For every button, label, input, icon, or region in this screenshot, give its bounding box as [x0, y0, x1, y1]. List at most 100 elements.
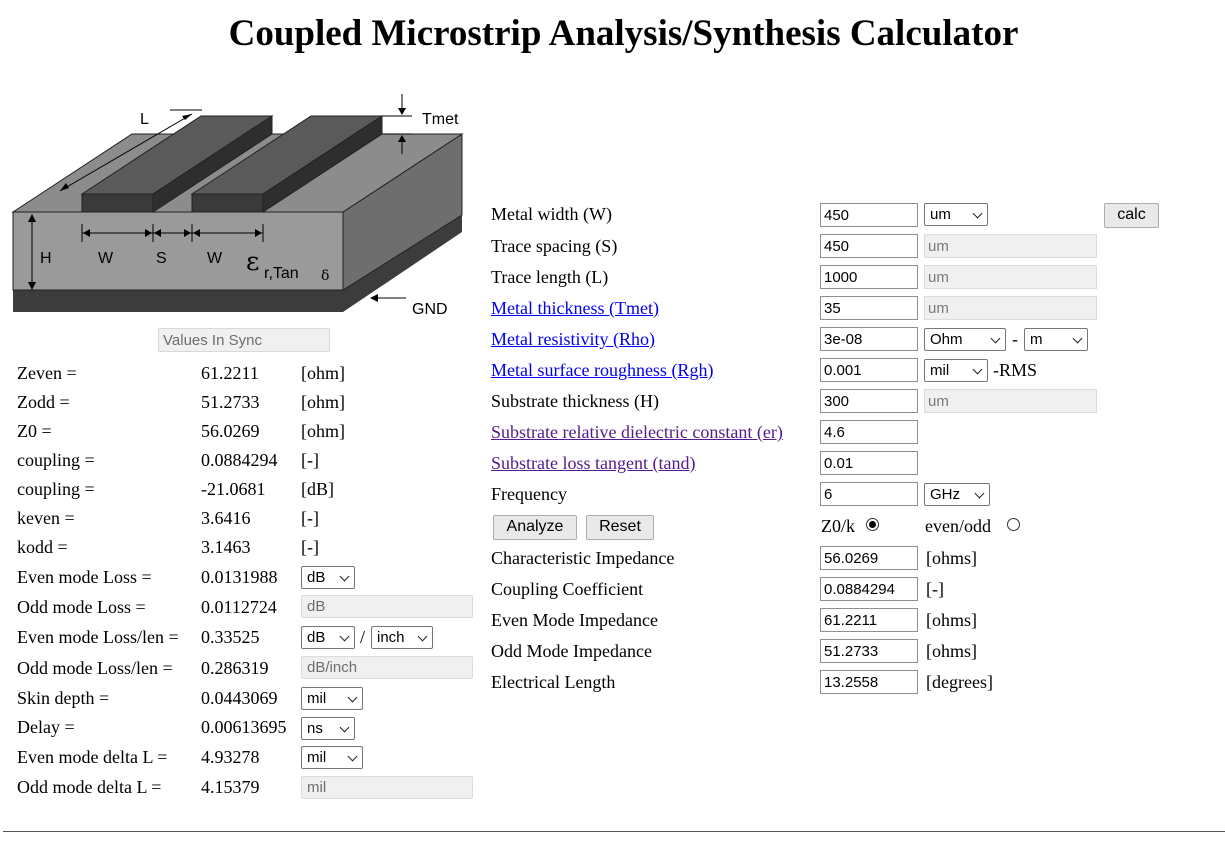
z0-unit: [ohms]: [926, 548, 977, 568]
calc-button[interactable]: calc: [1104, 203, 1159, 228]
result-value: 3.1463: [201, 537, 251, 557]
even-loss-len-length-select[interactable]: inch: [371, 626, 433, 649]
rough-link[interactable]: Metal surface roughness (Rgh): [491, 360, 714, 380]
delay-unit-select[interactable]: ns: [301, 717, 355, 740]
tmet-unit: um: [924, 296, 1097, 320]
elen-input[interactable]: 13.2558: [820, 670, 918, 694]
chevron-down-icon: [972, 364, 983, 375]
odd-loss-len-unit-select: dB/inch: [301, 656, 473, 679]
er-input[interactable]: 4.6: [820, 420, 918, 444]
chevron-down-icon: [339, 631, 350, 642]
result-value: 61.2211: [201, 363, 259, 383]
result-label: keven =: [17, 508, 75, 528]
skin-depth-unit-select[interactable]: mil: [301, 687, 363, 710]
even-loss-unit-select[interactable]: dB: [301, 566, 355, 589]
elen-label: Electrical Length: [491, 672, 616, 692]
result-label: Zeven =: [17, 363, 77, 383]
odd-delta-l-unit-select: mil: [301, 776, 473, 799]
chevron-down-icon: [417, 631, 428, 642]
k-unit: [-]: [926, 579, 944, 599]
select-value: inch: [377, 629, 405, 646]
chevron-down-icon: [347, 692, 358, 703]
result-unit: [ohm]: [301, 421, 345, 441]
k-input[interactable]: 0.0884294: [820, 577, 918, 601]
result-label: Z0 =: [17, 421, 52, 441]
freq-input[interactable]: 6: [820, 482, 918, 506]
subh-unit: um: [924, 389, 1097, 413]
result-label: Skin depth =: [17, 688, 110, 708]
k-label: Coupling Coefficient: [491, 579, 644, 599]
chevron-down-icon: [1072, 333, 1083, 344]
select-value: mil: [307, 779, 327, 796]
result-unit: [-]: [301, 537, 319, 557]
evenodd-radio[interactable]: [1007, 518, 1020, 531]
result-value: 0.0112724: [201, 597, 277, 617]
rho-input[interactable]: 3e-08: [820, 327, 918, 351]
tand-link[interactable]: Substrate loss tangent (tand): [491, 453, 696, 473]
select-value: mil: [307, 749, 327, 766]
result-label: Odd mode Loss/len =: [17, 658, 173, 678]
select-value: mil: [307, 690, 327, 707]
select-value: mil: [930, 362, 950, 379]
width-unit-select[interactable]: um: [924, 203, 988, 226]
result-value: -21.0681: [201, 479, 266, 499]
evenodd-label: even/odd: [925, 516, 991, 536]
analyze-button[interactable]: Analyze: [493, 515, 577, 540]
reset-button[interactable]: Reset: [586, 515, 654, 540]
zo-label: Odd Mode Impedance: [491, 641, 652, 661]
zo-input[interactable]: 51.2733: [820, 639, 918, 663]
z0k-radio[interactable]: [866, 518, 879, 531]
result-label: coupling =: [17, 450, 95, 470]
rho-unit-separator: -: [1012, 329, 1018, 349]
ze-unit: [ohms]: [926, 610, 977, 630]
spacing-label: Trace spacing (S): [491, 236, 618, 256]
sync-status: Values In Sync: [158, 328, 330, 352]
chevron-down-icon: [972, 208, 983, 219]
subh-input[interactable]: 300: [820, 389, 918, 413]
tand-input[interactable]: 0.01: [820, 451, 918, 475]
result-value: 4.93278: [201, 747, 260, 767]
result-value: 0.33525: [201, 627, 260, 647]
rho-unit1-select[interactable]: Ohm: [924, 328, 1006, 351]
result-unit: [ohm]: [301, 363, 345, 383]
even-delta-l-unit-select[interactable]: mil: [301, 746, 363, 769]
freq-unit-select[interactable]: GHz: [924, 483, 990, 506]
diagram-label-L: L: [140, 111, 149, 128]
diagram-label-delta: δ: [321, 268, 329, 284]
diagram-label-gnd: GND: [412, 301, 448, 318]
result-label: Even mode Loss =: [17, 567, 152, 587]
result-unit: [ohm]: [301, 392, 345, 412]
result-label: Even mode Loss/len =: [17, 627, 179, 647]
tmet-link[interactable]: Metal thickness (Tmet): [491, 298, 659, 318]
result-value: 0.286319: [201, 658, 269, 678]
rough-unit-select[interactable]: mil: [924, 359, 988, 382]
ze-label: Even Mode Impedance: [491, 610, 658, 630]
er-link[interactable]: Substrate relative dielectric constant (…: [491, 422, 783, 442]
diagram-label-er: r,Tan: [264, 265, 299, 282]
even-loss-len-unit-select[interactable]: dB: [301, 626, 355, 649]
width-label: Metal width (W): [491, 204, 612, 224]
select-value: GHz: [930, 486, 960, 503]
result-unit: [dB]: [301, 479, 334, 499]
tmet-input[interactable]: 35: [820, 296, 918, 320]
result-value: 0.00613695: [201, 717, 287, 737]
length-input[interactable]: 1000: [820, 265, 918, 289]
z0-input[interactable]: 56.0269: [820, 546, 918, 570]
select-value: m: [1030, 331, 1043, 348]
rough-input[interactable]: 0.001: [820, 358, 918, 382]
ze-input[interactable]: 61.2211: [820, 608, 918, 632]
result-value: 56.0269: [201, 421, 260, 441]
select-value: dB/inch: [307, 659, 358, 676]
freq-label: Frequency: [491, 484, 567, 504]
result-label: Odd mode delta L =: [17, 777, 162, 797]
result-label: Zodd =: [17, 392, 70, 412]
chevron-down-icon: [990, 333, 1001, 344]
diagram-label-tmet: Tmet: [422, 111, 459, 128]
rho-unit2-select[interactable]: m: [1024, 328, 1088, 351]
z0k-label: Z0/k: [821, 516, 855, 536]
spacing-input[interactable]: 450: [820, 234, 918, 258]
width-input[interactable]: 450: [820, 203, 918, 227]
result-label: Delay =: [17, 717, 75, 737]
length-label: Trace length (L): [491, 267, 609, 287]
rho-link[interactable]: Metal resistivity (Rho): [491, 329, 655, 349]
